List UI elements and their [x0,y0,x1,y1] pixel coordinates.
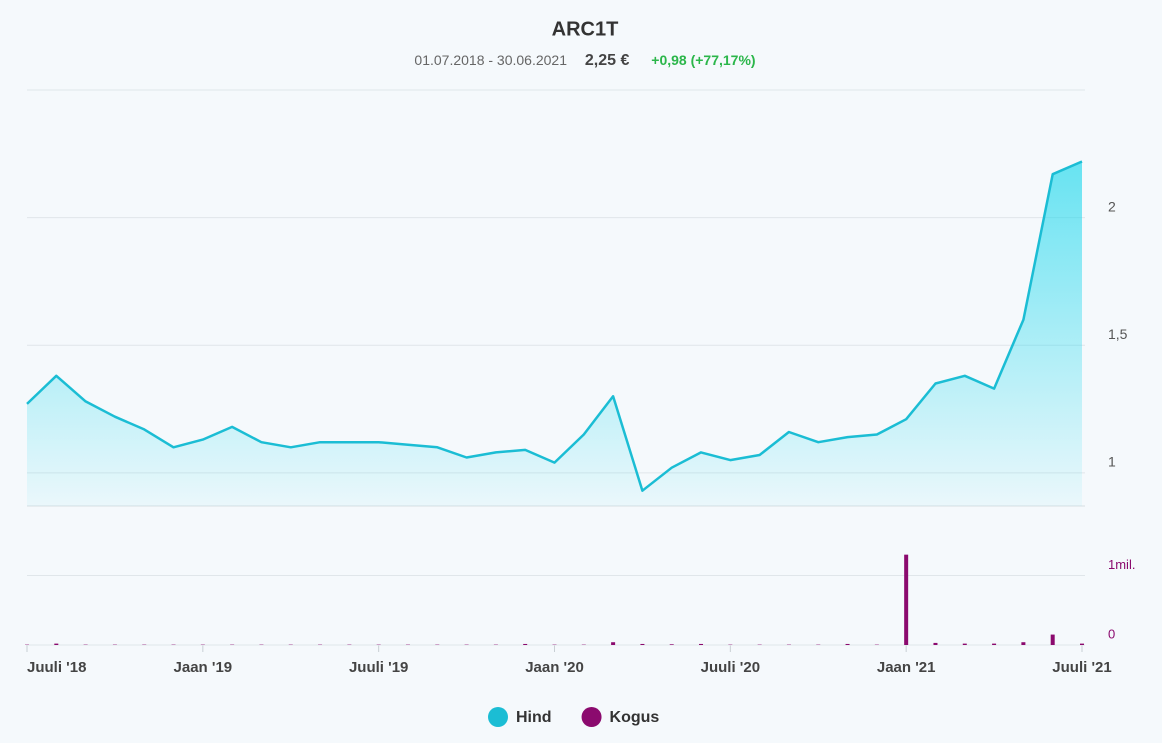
period: 01.07.2018 - 30.06.2021 [414,52,567,68]
x-tick-label: Juuli '21 [1052,659,1111,676]
y-tick-label: 2 [1108,198,1116,214]
chart-title: ARC1T [552,18,619,40]
legend-label: Kogus [610,709,660,726]
x-tick-label: Jaan '19 [174,659,233,676]
y-tick-label: 0 [1108,626,1115,641]
volume-bar [640,643,645,645]
y-tick-label: 1,5 [1108,326,1128,342]
volume-bar [669,644,674,645]
subtitle: 01.07.2018 - 30.06.2021 2,25 € +0,98 (+7… [414,52,755,70]
legend-marker [488,707,508,727]
volume-bar [611,642,616,645]
x-tick-label: Juuli '20 [701,659,760,676]
volume-bar [1080,643,1084,645]
volume-bar [992,643,997,645]
price: 2,25 € [585,52,630,69]
volume-bar [1021,642,1026,645]
y-tick-label: 1mil. [1108,557,1135,572]
price-area [27,161,1082,506]
volume-bar [699,643,704,645]
legend-label: Hind [516,709,552,726]
volume-bar [933,642,938,645]
volume-bar [54,643,59,645]
volume-bar [962,643,967,645]
y-tick-label: 1 [1108,454,1116,470]
x-tick-label: Juuli '18 [27,659,86,676]
x-tick-label: Jaan '20 [525,659,584,676]
legend-marker [581,707,602,727]
volume-bar [845,643,850,645]
volume-bar [523,643,528,645]
x-tick-label: Jaan '21 [877,659,936,676]
x-tick-label: Juuli '19 [349,659,408,676]
volume-bar [1050,634,1055,645]
change: +0,98 (+77,17%) [651,52,755,68]
volume-bar [904,554,909,645]
price-line [26,160,1083,492]
